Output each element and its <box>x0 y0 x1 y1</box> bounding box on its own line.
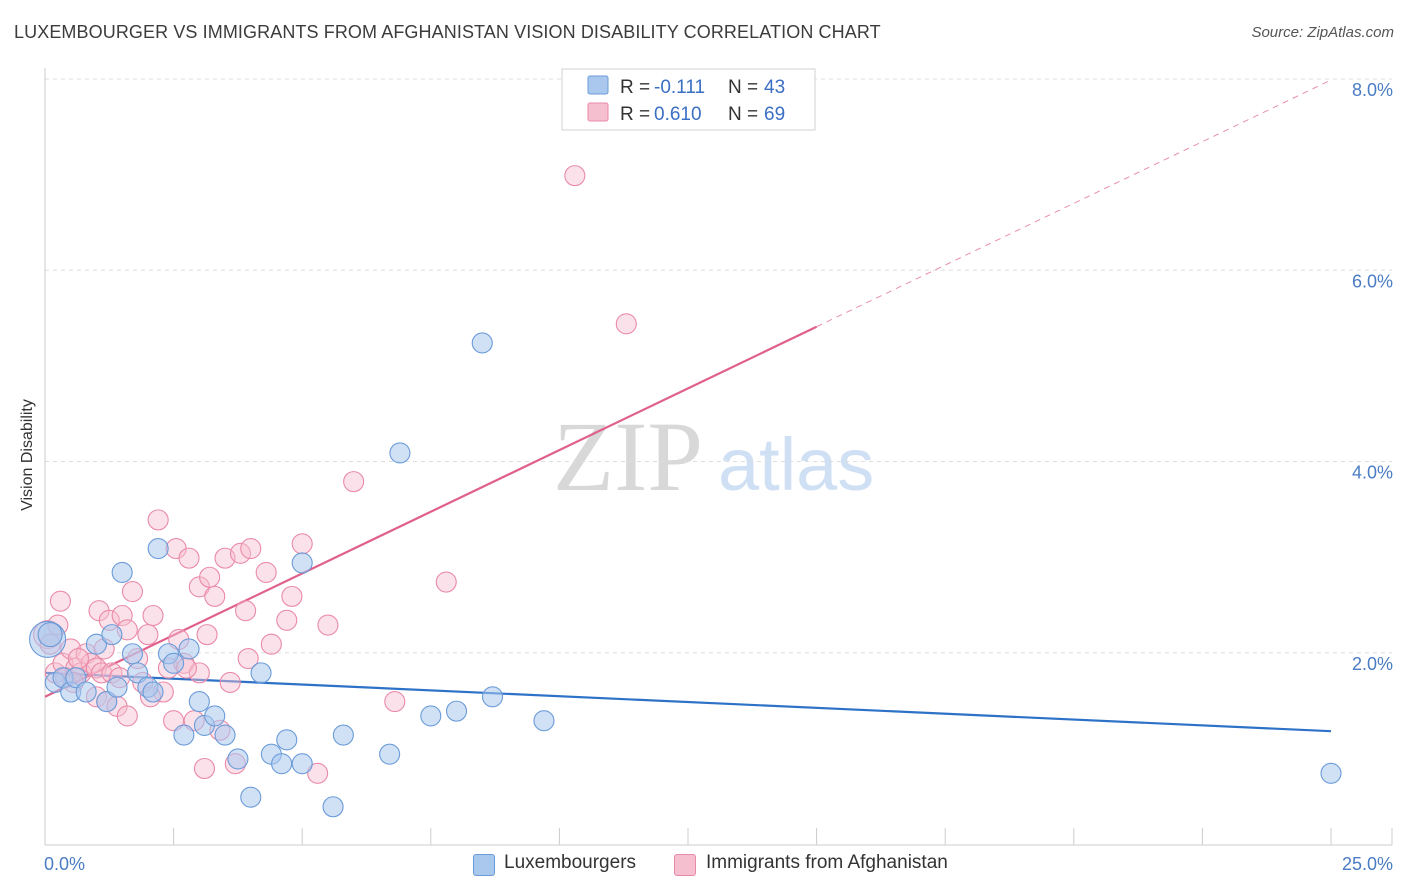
point-afghanistan-51 <box>276 609 298 631</box>
point-afghanistan-3 <box>49 590 71 612</box>
point-afghanistan-52 <box>281 585 303 607</box>
point-luxembourgers-33 <box>332 724 354 746</box>
point-afghanistan-30 <box>163 710 185 732</box>
point-luxembourgers-39 <box>481 686 504 708</box>
bottom-legend: Luxembourgers Immigrants from Afghanista… <box>0 848 1406 878</box>
y-tick-label-2: 6.0% <box>1352 271 1393 291</box>
point-afghanistan-26 <box>142 604 164 627</box>
point-luxembourgers-8 <box>101 624 123 646</box>
point-afghanistan-19 <box>111 604 133 627</box>
trend-line-afghanistan-extension <box>816 79 1332 328</box>
point-afghanistan-53 <box>291 533 313 555</box>
point-afghanistan-55 <box>317 614 339 636</box>
legend-label-luxembourgers: Luxembourgers <box>504 852 637 873</box>
point-afghanistan-56 <box>343 471 365 493</box>
legend-n-label-1: N = <box>728 77 758 98</box>
legend-swatch-afghanistan <box>674 854 696 876</box>
point-luxembourgers-25 <box>240 786 262 808</box>
point-afghanistan-39 <box>199 566 221 588</box>
point-afghanistan-66 <box>196 624 218 646</box>
point-luxembourgers-7 <box>96 691 118 713</box>
point-luxembourgers-11 <box>121 643 143 665</box>
legend-n-label-2: N = <box>728 104 758 125</box>
point-afghanistan-40 <box>204 585 226 607</box>
point-luxembourgers-35 <box>389 442 411 464</box>
legend-r-label-1: R = <box>620 77 650 98</box>
point-afghanistan-68 <box>67 647 89 670</box>
point-luxembourgers-9 <box>106 676 128 698</box>
point-luxembourgers-22 <box>204 705 226 727</box>
legend-n-value-1: 43 <box>764 77 785 98</box>
point-luxembourgers-20 <box>188 691 210 713</box>
point-afghanistan-34 <box>178 547 200 569</box>
point-afghanistan-21 <box>116 705 138 727</box>
point-afghanistan-54 <box>307 762 329 784</box>
point-afghanistan-45 <box>229 542 252 564</box>
point-afghanistan-60 <box>615 313 637 335</box>
point-afghanistan-47 <box>237 647 259 670</box>
legend-r-value-1: -0.111 <box>654 77 705 98</box>
point-luxembourgers-23 <box>214 724 236 746</box>
y-tick-label-0: 2.0% <box>1352 654 1393 674</box>
point-luxembourgers-15 <box>147 538 169 560</box>
legend-r-label-2: R = <box>620 104 650 125</box>
watermark-zip: ZIP <box>553 401 703 512</box>
point-luxembourgers-12 <box>127 662 149 684</box>
point-afghanistan-57 <box>384 691 406 713</box>
point-afghanistan-38 <box>193 757 216 780</box>
point-afghanistan-48 <box>240 538 262 560</box>
point-luxembourgers-34 <box>379 743 401 765</box>
point-luxembourgers-40 <box>533 710 555 732</box>
point-luxembourgers-5 <box>75 681 97 703</box>
source-credit: Source: ZipAtlas.com <box>1251 24 1394 41</box>
point-luxembourgers-37 <box>445 700 468 722</box>
point-luxembourgers-38 <box>471 332 493 354</box>
point-afghanistan-59 <box>564 165 586 187</box>
point-luxembourgers-26 <box>250 662 272 684</box>
point-luxembourgers-19 <box>178 638 200 660</box>
point-luxembourgers-10 <box>111 561 133 584</box>
point-afghanistan-37 <box>188 662 210 684</box>
watermark: ZIP atlas <box>553 401 874 512</box>
point-luxembourgers-29 <box>276 729 298 751</box>
legend-n-value-2: 69 <box>764 104 785 125</box>
point-afghanistan-58 <box>435 571 457 593</box>
point-luxembourgers-42 <box>37 622 63 648</box>
point-afghanistan-27 <box>147 509 169 531</box>
chart-title: LUXEMBOURGER VS IMMIGRANTS FROM AFGHANIS… <box>14 22 881 42</box>
point-luxembourgers-4 <box>65 667 87 689</box>
legend-swatch-pink <box>587 102 609 122</box>
legend-swatch-blue <box>587 75 609 95</box>
trend-line-afghanistan <box>44 325 818 698</box>
correlation-legend: R = -0.111 N = 43 R = 0.610 N = 69 <box>561 68 816 131</box>
x-tick-label-0: 0.0% <box>44 854 85 874</box>
point-afghanistan-22 <box>121 581 143 603</box>
point-afghanistan-25 <box>137 624 159 646</box>
legend-r-value-2: 0.610 <box>654 104 702 125</box>
point-luxembourgers-30 <box>291 552 313 574</box>
point-afghanistan-43 <box>219 671 241 693</box>
point-luxembourgers-18 <box>173 724 195 746</box>
point-luxembourgers-14 <box>142 681 164 703</box>
legend-label-afghanistan: Immigrants from Afghanistan <box>706 852 948 873</box>
legend-swatch-luxembourgers <box>473 854 495 876</box>
point-afghanistan-50 <box>260 633 282 655</box>
x-tick-label-1: 25.0% <box>1342 854 1393 874</box>
y-tick-label-1: 4.0% <box>1352 463 1393 483</box>
point-luxembourgers-24 <box>227 748 249 770</box>
point-luxembourgers-6 <box>85 633 107 655</box>
point-luxembourgers-31 <box>291 753 313 775</box>
point-luxembourgers-28 <box>271 753 293 775</box>
watermark-atlas: atlas <box>718 423 874 506</box>
point-afghanistan-46 <box>235 600 257 622</box>
point-afghanistan-49 <box>255 561 277 584</box>
y-tick-label-3: 8.0% <box>1352 80 1393 100</box>
point-luxembourgers-41 <box>1320 762 1342 784</box>
point-luxembourgers-32 <box>322 796 344 818</box>
point-luxembourgers-17 <box>163 652 185 674</box>
point-luxembourgers-36 <box>420 705 442 727</box>
